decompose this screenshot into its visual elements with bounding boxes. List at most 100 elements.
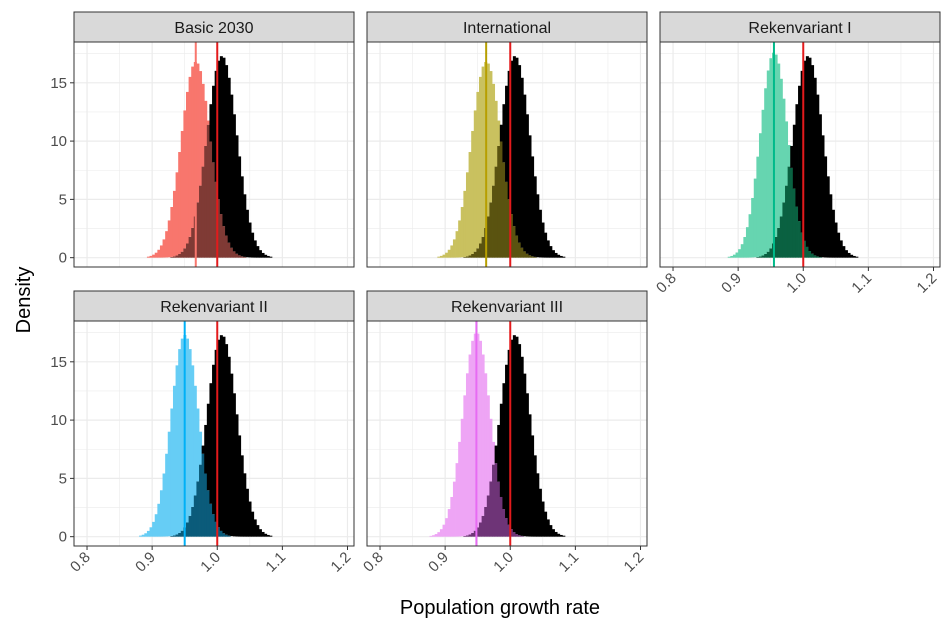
facet-panel: Rekenvariant III 0.8 0.9 1.0 1.1 1.2 xyxy=(360,290,648,576)
histogram-bar-overlap xyxy=(792,188,796,258)
histogram-bar-scenario xyxy=(463,190,467,257)
histogram-bar-scenario xyxy=(439,255,443,258)
histogram-bar-baseline xyxy=(248,222,252,258)
histogram-bar-baseline xyxy=(201,445,205,454)
histogram-bar-overlap xyxy=(201,453,205,537)
histogram-bar-overlap xyxy=(178,253,182,258)
histogram-bar-overlap xyxy=(204,473,208,537)
histogram-bar-overlap xyxy=(468,534,472,537)
histogram-bar-baseline xyxy=(546,240,550,258)
facet-strip xyxy=(73,11,355,43)
histogram-bar-scenario xyxy=(479,76,483,244)
histogram-bar-overlap xyxy=(502,162,506,258)
histogram-bar-baseline xyxy=(549,525,553,537)
histogram-bar-overlap xyxy=(465,256,469,258)
histogram-bar-scenario xyxy=(748,214,752,258)
histogram-bar-baseline xyxy=(243,194,247,257)
histogram-bar-overlap xyxy=(473,530,477,537)
histogram-bar-overlap xyxy=(186,522,190,537)
histogram-bar-scenario xyxy=(188,76,192,237)
histogram-bar-baseline xyxy=(214,70,218,182)
histogram-bar-overlap xyxy=(520,247,524,258)
histogram-bar-scenario xyxy=(779,78,783,217)
histogram-bar-baseline xyxy=(549,246,553,258)
histogram-bar-baseline xyxy=(847,252,851,258)
histogram-bar-scenario xyxy=(473,333,477,531)
facet-panel: International xyxy=(366,11,648,268)
histogram-bar-baseline xyxy=(528,414,532,537)
histogram-bar-scenario xyxy=(777,63,781,228)
x-tick-label: 1.0 xyxy=(783,270,810,297)
histogram-bar-baseline xyxy=(818,114,822,257)
histogram-bar-scenario xyxy=(455,231,459,258)
histogram-bar-overlap xyxy=(240,256,244,258)
histogram-bar-overlap xyxy=(230,247,234,258)
histogram-bar-baseline xyxy=(821,135,825,258)
histogram-bar-baseline xyxy=(536,473,540,537)
histogram-bar-scenario xyxy=(497,120,501,146)
histogram-bar-scenario xyxy=(206,120,210,125)
histogram-bar-scenario xyxy=(445,518,449,537)
histogram-bar-overlap xyxy=(507,199,511,258)
histogram-bar-overlap xyxy=(499,141,503,258)
histogram-bar-scenario xyxy=(465,172,469,257)
histogram-bar-scenario xyxy=(170,207,174,257)
histogram-bar-scenario xyxy=(463,395,467,536)
histogram-bar-scenario xyxy=(492,441,496,465)
histogram-bar-scenario xyxy=(180,338,184,531)
histogram-bar-baseline xyxy=(219,56,223,215)
histogram-bar-overlap xyxy=(172,535,176,537)
histogram-bar-scenario xyxy=(476,333,480,528)
panel-border xyxy=(366,320,648,547)
histogram-bar-baseline xyxy=(531,156,535,257)
histogram-bar-scenario xyxy=(486,63,490,217)
x-tick-label: 1.1 xyxy=(262,549,289,576)
histogram-bar-baseline xyxy=(839,240,843,258)
histogram-bar-scenario xyxy=(738,249,742,258)
histogram-bar-overlap xyxy=(196,202,200,258)
panel-border xyxy=(73,41,355,268)
y-tick-label: 5 xyxy=(59,470,67,487)
histogram-bar-scenario xyxy=(152,254,156,258)
histogram-bar-scenario xyxy=(162,239,166,258)
histogram-bar-overlap xyxy=(499,496,503,537)
histogram-bar-baseline xyxy=(790,145,794,168)
histogram-bar-scenario xyxy=(758,133,762,257)
histogram-bar-baseline xyxy=(520,77,524,248)
histogram-bar-overlap xyxy=(212,162,216,258)
facet-panel: Rekenvariant I 0.8 0.9 1.0 1.1 1.2 xyxy=(653,11,941,297)
x-axis-title: Population growth rate xyxy=(400,597,600,619)
histogram-bar-baseline xyxy=(824,156,828,258)
panel-border xyxy=(659,41,941,268)
histogram-bars xyxy=(429,333,566,537)
histogram-bar-overlap xyxy=(811,253,815,258)
histogram-bar-baseline xyxy=(803,60,807,241)
histogram-bar-overlap xyxy=(507,524,511,537)
histogram-bar-baseline xyxy=(562,535,566,537)
facet-strip-label: Rekenvariant II xyxy=(160,299,268,316)
histogram-bar-baseline xyxy=(837,232,841,258)
histogram-bar-overlap xyxy=(486,495,490,537)
histogram-bar-scenario xyxy=(468,354,472,535)
histogram-bar-overlap xyxy=(489,481,493,537)
histogram-bar-baseline xyxy=(217,339,221,528)
histogram-bar-scenario xyxy=(481,354,485,516)
histogram-bar-scenario xyxy=(450,496,454,537)
histogram-bar-overlap xyxy=(528,255,532,258)
histogram-bar-overlap xyxy=(175,255,179,258)
histogram-bar-scenario xyxy=(447,249,451,258)
histogram-bar-overlap xyxy=(785,185,789,258)
histogram-bar-overlap xyxy=(479,243,483,258)
histogram-bar-scenario xyxy=(183,110,187,249)
histogram-bar-overlap xyxy=(484,506,488,537)
histogram-bar-overlap xyxy=(227,242,231,258)
histogram-bar-baseline xyxy=(551,250,555,258)
histogram-bar-scenario xyxy=(149,527,153,537)
histogram-bar-overlap xyxy=(473,251,477,258)
histogram-bar-overlap xyxy=(180,251,184,258)
histogram-bar-baseline xyxy=(805,56,809,247)
x-tick-label: 1.0 xyxy=(490,549,517,576)
histogram-bar-overlap xyxy=(494,166,498,258)
histogram-bar-scenario xyxy=(157,503,161,537)
y-tick-label: 10 xyxy=(50,412,67,429)
